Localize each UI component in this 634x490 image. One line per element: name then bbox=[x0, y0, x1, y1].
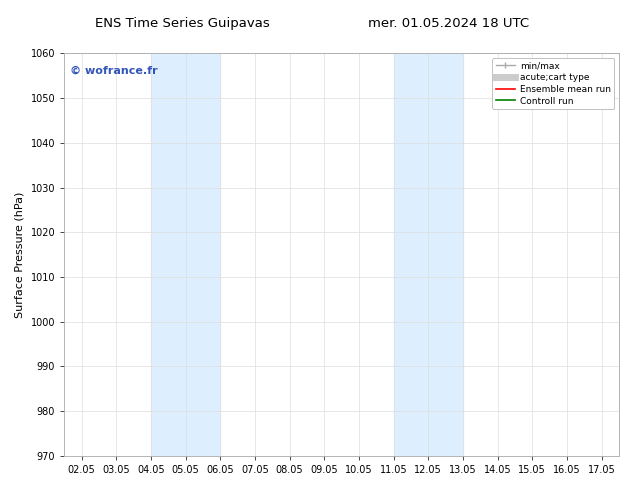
Bar bbox=[151, 53, 220, 456]
Legend: min/max, acute;cart type, Ensemble mean run, Controll run: min/max, acute;cart type, Ensemble mean … bbox=[492, 58, 614, 109]
Text: ENS Time Series Guipavas: ENS Time Series Guipavas bbox=[95, 17, 270, 30]
Y-axis label: Surface Pressure (hPa): Surface Pressure (hPa) bbox=[15, 192, 25, 318]
Text: mer. 01.05.2024 18 UTC: mer. 01.05.2024 18 UTC bbox=[368, 17, 529, 30]
Bar bbox=[394, 53, 463, 456]
Text: © wofrance.fr: © wofrance.fr bbox=[70, 65, 157, 75]
